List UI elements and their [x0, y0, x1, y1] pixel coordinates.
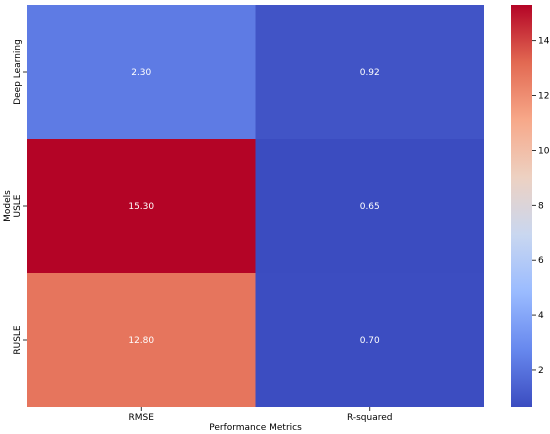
- colorbar-tick-label: 10: [538, 146, 550, 156]
- heatmap-cell: [255, 273, 484, 407]
- x-tick-label: RMSE: [129, 413, 155, 423]
- cell-annotations: 2.30 0.92 15.30 0.65 12.80 0.70: [128, 68, 380, 346]
- cell-value-label: 0.70: [360, 336, 380, 346]
- colorbar-tick-label: 4: [538, 311, 544, 321]
- heatmap-cell: [27, 139, 256, 273]
- cell-value-label: 15.30: [128, 202, 154, 212]
- cell-value-label: 2.30: [131, 68, 151, 78]
- colorbar-tick-label: 12: [538, 92, 549, 102]
- cell-value-label: 0.65: [360, 202, 380, 212]
- colorbar-tick-label: 8: [538, 201, 544, 211]
- heatmap-cell: [27, 273, 256, 407]
- colorbar-ticks: 2 4 6 8 10 12 14: [532, 37, 550, 376]
- y-axis-label: Models: [3, 190, 13, 222]
- colorbar-tick-label: 14: [538, 37, 550, 47]
- x-axis-ticks: RMSE R-squared: [129, 407, 393, 423]
- x-tick-label: R-squared: [347, 413, 393, 423]
- y-tick-label: RUSLE: [13, 325, 23, 355]
- cell-value-label: 12.80: [128, 336, 154, 346]
- heatmap-cell: [255, 5, 484, 139]
- y-axis-ticks: Deep Learning USLE RUSLE: [13, 39, 27, 355]
- heatmap-cell: [255, 139, 484, 273]
- y-tick-label: Deep Learning: [13, 39, 23, 105]
- colorbar-gradient: [511, 5, 532, 407]
- heatmap-cells: [27, 5, 484, 407]
- cell-value-label: 0.92: [360, 68, 380, 78]
- y-tick-label: USLE: [13, 194, 23, 217]
- colorbar-tick-label: 2: [538, 366, 544, 376]
- colorbar-tick-label: 6: [538, 256, 544, 266]
- heatmap-cell: [27, 5, 256, 139]
- x-axis-label: Performance Metrics: [209, 423, 302, 433]
- colorbar: 2 4 6 8 10 12 14: [511, 5, 550, 407]
